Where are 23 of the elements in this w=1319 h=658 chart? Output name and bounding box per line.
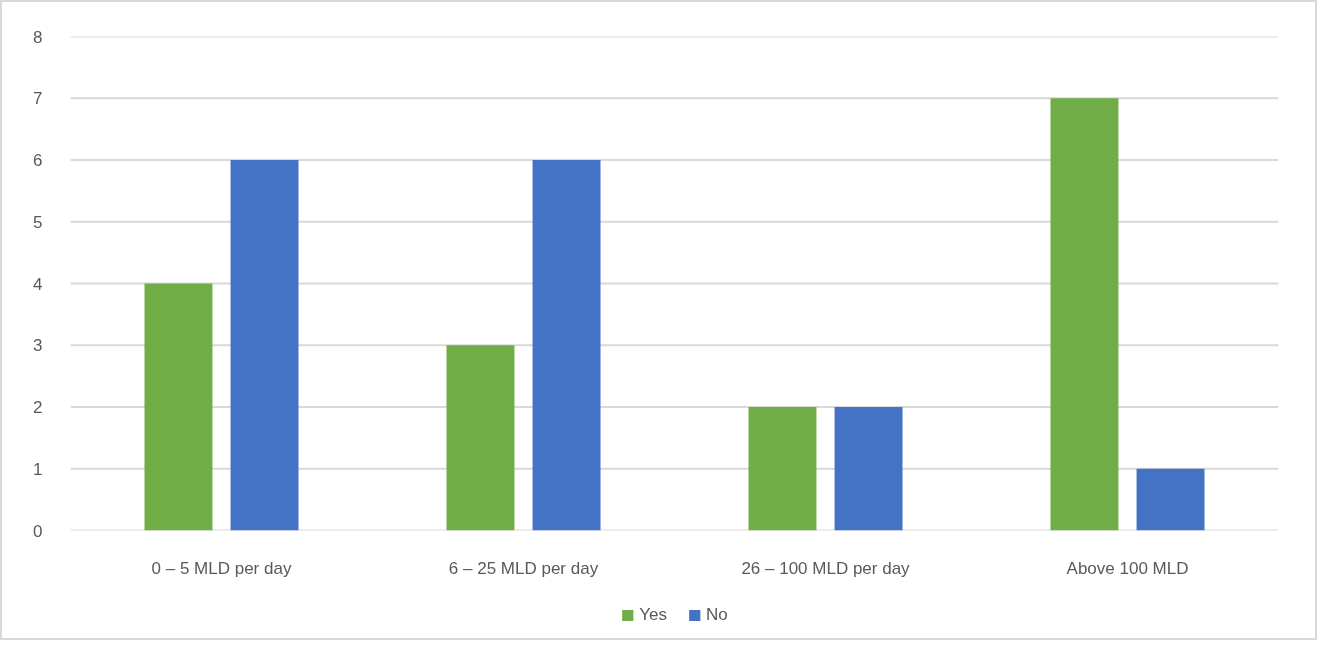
y-tick-label: 2 — [33, 398, 43, 417]
bar — [230, 160, 299, 531]
legend-label: Yes — [639, 605, 667, 625]
bar — [144, 283, 213, 531]
x-tick-label: 6 – 25 MLD per day — [448, 558, 599, 578]
y-tick-label: 4 — [33, 274, 43, 294]
y-tick-label: 8 — [33, 27, 43, 47]
bar — [532, 160, 601, 531]
y-tick-label: 5 — [33, 212, 43, 232]
bar — [834, 407, 903, 531]
y-tick-label: 0 — [33, 521, 43, 541]
bar — [1050, 98, 1119, 531]
bar — [446, 345, 515, 531]
x-tick-label: Above 100 MLD — [1066, 558, 1189, 578]
legend-label: No — [706, 605, 728, 625]
x-tick-label: 0 – 5 MLD per day — [151, 558, 292, 578]
y-tick-label: 3 — [33, 336, 43, 356]
bar — [748, 407, 817, 531]
bar — [1136, 468, 1205, 531]
x-tick-label: 26 – 100 MLD per day — [741, 558, 911, 578]
y-tick-label: 6 — [33, 151, 43, 170]
y-tick-label: 1 — [33, 459, 43, 479]
y-tick-label: 7 — [33, 89, 43, 109]
